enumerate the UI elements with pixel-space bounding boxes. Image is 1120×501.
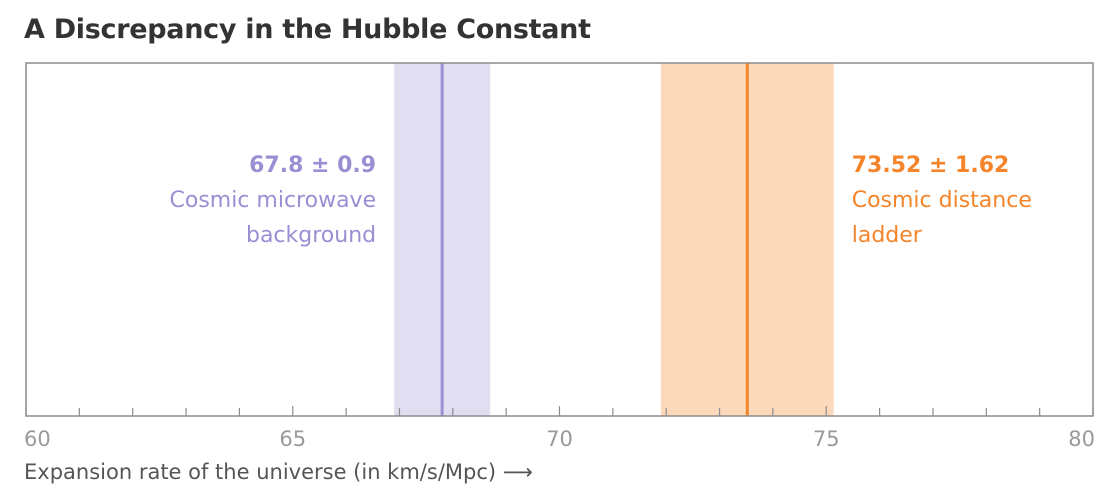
annotation-value-0: 67.8 ± 0.9 xyxy=(249,153,376,178)
x-tick-label: 65 xyxy=(279,427,306,451)
x-tick-label: 70 xyxy=(546,427,573,451)
chart-title: A Discrepancy in the Hubble Constant xyxy=(24,14,591,45)
x-tick-label: 80 xyxy=(1068,427,1095,451)
x-tick-label: 75 xyxy=(813,427,840,451)
plot-frame xyxy=(25,62,1094,417)
x-axis-label: Expansion rate of the universe (in km/s/… xyxy=(24,460,533,484)
bands-layer xyxy=(394,63,834,416)
ticks-layer: 60 65 70 75 80 xyxy=(24,406,1095,451)
annotation-value-1: 73.52 ± 1.62 xyxy=(852,153,1010,178)
x-tick-label: 60 xyxy=(24,427,51,451)
value-lines-layer xyxy=(440,63,749,416)
annotation-label-1-0: Cosmic distance xyxy=(852,188,1032,213)
annotations-layer: 67.8 ± 0.9 Cosmic microwave background 73.5… xyxy=(170,153,1032,248)
annotation-label-1-1: ladder xyxy=(852,223,923,248)
annotation-label-0-0: Cosmic microwave xyxy=(170,188,377,213)
annotation-label-0-1: background xyxy=(246,223,376,248)
